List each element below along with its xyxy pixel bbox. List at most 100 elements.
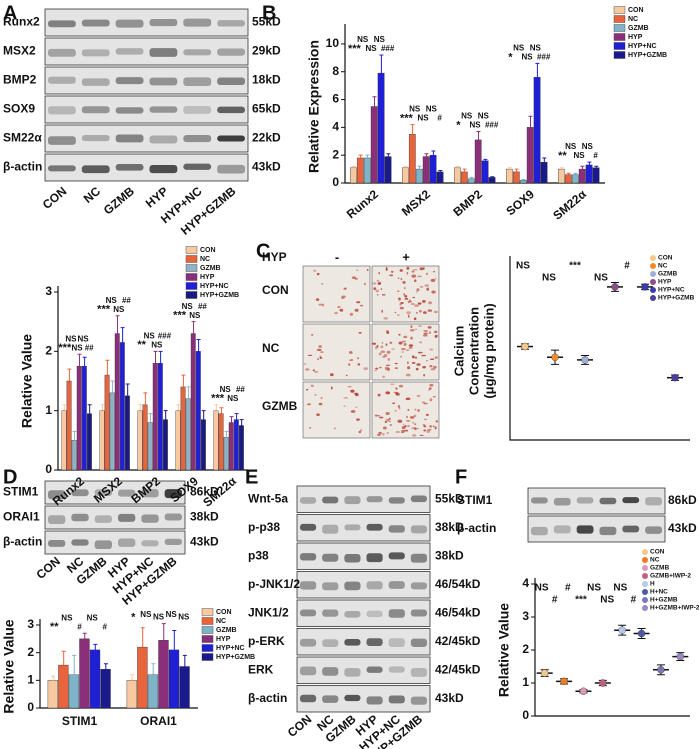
- legend-swatch: [613, 6, 626, 14]
- legend-label: H+GZMB+IWP-2: [650, 605, 699, 612]
- stain-spot: [414, 423, 417, 426]
- y-tick-label: 2: [332, 147, 339, 161]
- blot-band: [300, 523, 317, 531]
- stain-spot: [317, 358, 319, 361]
- error-bar: [61, 650, 66, 666]
- legend-label: HYP+GZMB: [200, 292, 239, 299]
- bar: [158, 640, 169, 709]
- panel-letter: D: [3, 466, 17, 488]
- stain-spot: [427, 309, 433, 312]
- error-bar: [219, 407, 224, 414]
- y-tick-label: 0: [45, 462, 52, 476]
- error-bar: [125, 383, 130, 396]
- error-bar: [535, 62, 540, 78]
- bar: [436, 171, 444, 184]
- stain-spot: [432, 425, 435, 428]
- y-tick-label: 3: [45, 284, 52, 298]
- bar: [384, 156, 392, 184]
- size-label: 55kD: [252, 15, 281, 29]
- stain-spot: [319, 356, 323, 360]
- stain-spot: [410, 303, 415, 305]
- stain-spot: [397, 277, 400, 279]
- blot-band: [344, 496, 361, 505]
- mean-point: [641, 283, 649, 291]
- protein-label: β-actin: [457, 521, 496, 535]
- bar: [79, 638, 90, 709]
- bar: [540, 161, 548, 184]
- blot-band: [366, 638, 383, 647]
- legend-label: CON: [216, 609, 232, 616]
- stain-spot: [408, 346, 413, 350]
- blot-band: [344, 668, 361, 677]
- panel-letter: E: [245, 466, 258, 488]
- blot-band: [149, 106, 178, 113]
- blot-band: [531, 526, 548, 536]
- significance-label: NS: [542, 273, 556, 284]
- blot-band: [115, 107, 144, 114]
- significance-label: NS: [182, 302, 194, 311]
- significance-label: #: [77, 622, 82, 631]
- legend-label: GZMB: [216, 627, 237, 634]
- blot-band: [388, 552, 405, 560]
- stain-spot: [427, 429, 432, 431]
- legend-label: HYP+NC: [216, 645, 245, 652]
- stain-spot: [414, 356, 418, 359]
- stain-spot: [414, 279, 417, 283]
- stain-spot: [318, 402, 323, 406]
- blot-band: [48, 106, 76, 115]
- significance-label: *: [456, 119, 461, 131]
- error-bar: [573, 172, 578, 175]
- stain-spot: [399, 306, 404, 310]
- stain-spot: [345, 374, 348, 377]
- stain-spot: [429, 383, 434, 387]
- stain-spot: [415, 367, 419, 371]
- stain-spot: [428, 301, 432, 305]
- error-bar: [417, 165, 422, 170]
- stain-spot: [434, 277, 437, 280]
- error-bar: [386, 153, 391, 157]
- significance-label: NS: [513, 43, 525, 52]
- stain-spot: [307, 403, 311, 406]
- stain-spot: [398, 297, 401, 300]
- error-bar: [239, 419, 244, 426]
- significance-label: NS: [189, 311, 201, 320]
- blot-strip: [44, 66, 249, 95]
- y-tick-label: 4: [332, 120, 339, 134]
- x-tick-label: STIM1: [62, 714, 98, 728]
- y-tick-label: 1: [45, 403, 52, 417]
- stain-spot: [403, 335, 408, 339]
- y-tick-label: 0: [332, 175, 339, 189]
- stain-spot: [426, 359, 428, 362]
- significance-label: #: [552, 595, 558, 606]
- error-bar: [365, 154, 370, 158]
- stain-spot: [404, 429, 409, 432]
- stain-spot: [382, 356, 386, 358]
- error-bar: [143, 392, 148, 405]
- error-bar: [191, 321, 196, 334]
- stain-spot: [310, 384, 315, 387]
- blot-band: [300, 609, 317, 617]
- stain-spot: [405, 373, 411, 377]
- significance-label: ***: [575, 595, 587, 606]
- stain-spot: [394, 410, 397, 412]
- legend-swatch: [613, 51, 626, 59]
- panel-letter: B: [262, 2, 276, 24]
- stain-spot: [397, 290, 400, 292]
- significance-label: ##: [85, 343, 94, 352]
- stain-spot: [305, 368, 310, 371]
- significance-label: NS: [613, 583, 627, 594]
- blot-band: [217, 77, 245, 86]
- bar: [162, 419, 168, 471]
- significance-label: NS: [365, 44, 377, 53]
- stain-spot: [432, 396, 436, 398]
- blot-band: [410, 495, 427, 503]
- stain-spot: [314, 371, 319, 373]
- legend-swatch: [613, 33, 626, 41]
- panel-letter: F: [455, 466, 467, 488]
- stain-spot: [350, 359, 354, 361]
- stain-spot: [401, 348, 406, 351]
- bar: [152, 363, 158, 471]
- y-tick-label: 2: [45, 344, 52, 358]
- size-label: 42/45kD: [435, 662, 481, 676]
- blot-band: [48, 48, 76, 57]
